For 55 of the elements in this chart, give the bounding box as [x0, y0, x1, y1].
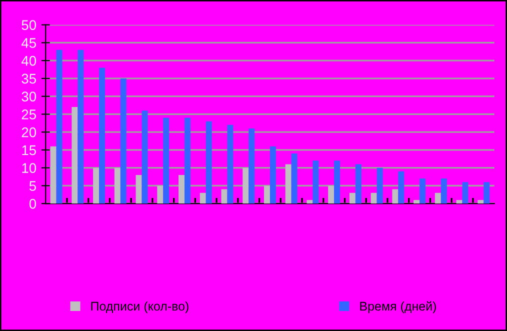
bar [136, 174, 142, 204]
bar [484, 182, 490, 204]
bar [306, 200, 313, 204]
bar [376, 168, 383, 204]
bar [264, 186, 270, 204]
y-tick-label: 0 [29, 198, 36, 209]
bar [420, 178, 426, 204]
bar [178, 174, 185, 204]
bar [349, 192, 356, 204]
bar [398, 171, 404, 204]
y-tick-label: 25 [22, 110, 36, 120]
legend-label: Время (дней) [360, 301, 436, 314]
bar [440, 178, 447, 204]
y-tick-label: 5 [29, 181, 36, 191]
y-tick-label: 45 [21, 38, 36, 48]
y-tick-label: 40 [21, 56, 36, 66]
bar [462, 182, 468, 204]
bar [93, 168, 100, 204]
legend-label: Подписи (кол-во) [91, 301, 188, 314]
bar [56, 50, 62, 204]
bar [227, 124, 234, 204]
bar [478, 200, 484, 204]
bar [370, 192, 377, 204]
bar [285, 164, 292, 204]
bar [392, 189, 398, 204]
bar [242, 168, 249, 204]
bar [291, 154, 298, 204]
y-tick-label: 30 [22, 92, 36, 102]
y-tick-label: 10 [22, 163, 36, 173]
bar [434, 192, 441, 204]
bar [163, 118, 170, 204]
y-tick-label: 15 [22, 145, 36, 156]
bar [200, 192, 206, 204]
bar [221, 189, 228, 204]
bar [157, 186, 164, 204]
bar [120, 78, 126, 204]
bar [78, 50, 84, 204]
bar [270, 146, 276, 204]
bar [355, 164, 362, 204]
bar [114, 168, 120, 204]
y-tick-label: 35 [22, 74, 36, 84]
bar [72, 107, 78, 204]
bar [99, 68, 106, 204]
bar [184, 118, 190, 204]
bar [312, 160, 319, 204]
y-tick-label: 20 [22, 127, 36, 138]
bar [334, 160, 340, 204]
bar [414, 200, 420, 204]
bar [142, 110, 148, 204]
bar [206, 121, 212, 204]
bar [248, 128, 255, 204]
y-tick-label: 50 [22, 20, 36, 30]
bar [456, 200, 462, 204]
bar [328, 186, 334, 204]
bar [50, 146, 56, 204]
